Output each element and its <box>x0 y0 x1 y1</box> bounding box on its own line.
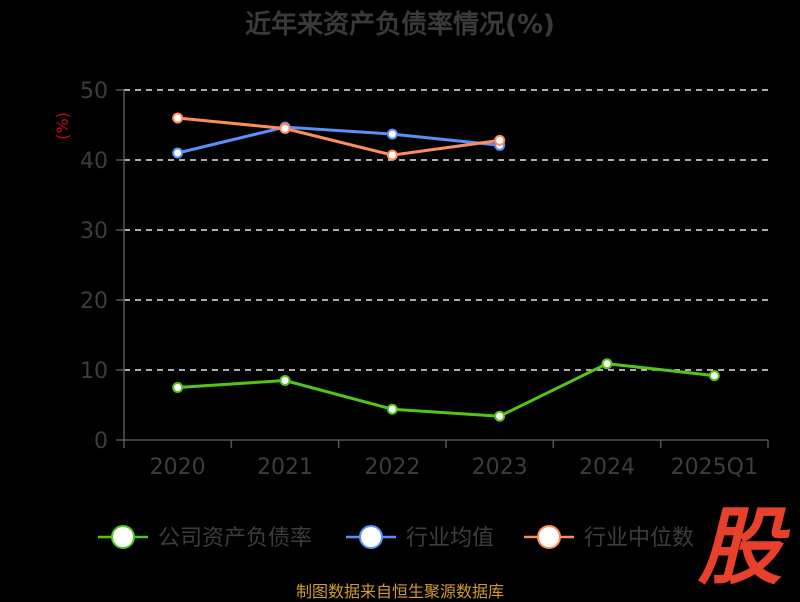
data-point <box>386 149 398 161</box>
legend-marker <box>111 525 135 549</box>
x-tick-label: 2025Q1 <box>671 455 758 480</box>
data-point <box>172 147 184 159</box>
stock-logo: 股 <box>697 498 790 590</box>
data-point <box>494 134 506 146</box>
y-axis-label: (%) <box>53 112 72 140</box>
y-tick-label: 30 <box>80 219 108 244</box>
data-point <box>708 370 720 382</box>
x-tick-label: 2021 <box>257 455 313 480</box>
y-tick-label: 10 <box>80 359 108 384</box>
x-tick-label: 2022 <box>364 455 420 480</box>
legend-label: 行业均值 <box>406 526 494 551</box>
y-tick-label: 20 <box>80 289 108 314</box>
legend-label: 公司资产负债率 <box>158 526 312 551</box>
y-tick-label: 40 <box>80 149 108 174</box>
x-tick-label: 2020 <box>150 455 206 480</box>
legend-marker <box>359 525 383 549</box>
legend-marker <box>537 525 561 549</box>
series-line <box>177 362 715 418</box>
data-point <box>494 410 506 422</box>
y-tick-label: 50 <box>80 79 108 104</box>
source-note: 制图数据来自恒生聚源数据库 <box>295 582 504 601</box>
data-point <box>279 375 291 386</box>
y-tick-label: 0 <box>94 429 108 454</box>
x-tick-label: 2023 <box>472 455 528 480</box>
data-point <box>601 358 613 370</box>
data-point <box>279 123 291 134</box>
chart-title: 近年来资产负债率情况(%) <box>245 10 555 40</box>
data-point <box>172 112 184 124</box>
legend-label: 行业中位数 <box>584 526 694 551</box>
data-point <box>386 128 398 140</box>
series-line <box>177 125 500 155</box>
data-point <box>386 403 398 415</box>
x-tick-label: 2024 <box>579 455 635 480</box>
series-line <box>177 116 500 157</box>
data-point <box>172 382 184 393</box>
logo-glyph: 股 <box>697 498 790 590</box>
